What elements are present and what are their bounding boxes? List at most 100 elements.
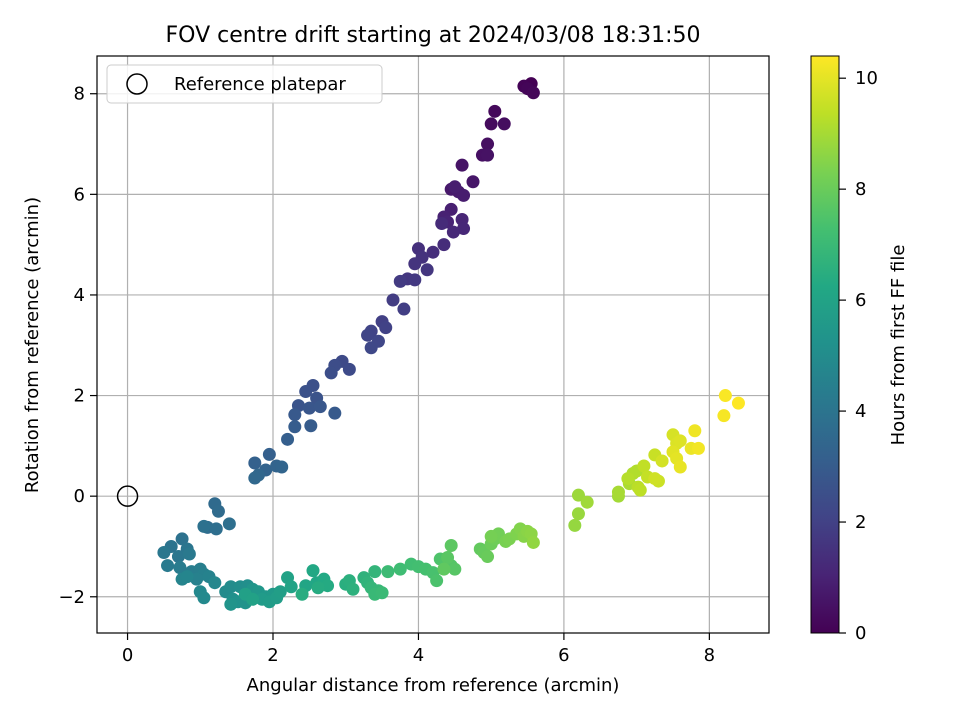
legend: Reference platepar xyxy=(106,64,383,104)
data-point xyxy=(568,518,582,532)
data-point xyxy=(386,293,400,307)
data-point xyxy=(171,550,185,564)
data-point xyxy=(448,562,462,576)
data-point xyxy=(673,460,687,474)
data-point xyxy=(288,420,302,434)
data-point xyxy=(324,366,338,380)
data-point xyxy=(311,581,325,595)
legend-open-circle-icon xyxy=(126,73,148,95)
data-point xyxy=(637,459,651,473)
data-point xyxy=(161,559,175,573)
data-point xyxy=(313,400,327,414)
data-point xyxy=(437,238,451,252)
data-point xyxy=(342,362,356,376)
x-tick-label: 8 xyxy=(704,645,715,666)
data-point xyxy=(648,472,662,486)
y-tick-label: 0 xyxy=(74,486,85,507)
colorbar-gradient xyxy=(810,55,840,634)
y-axis-ticks: −2 0 2 4 6 8 xyxy=(58,84,97,608)
data-point xyxy=(175,532,189,546)
data-point xyxy=(288,408,302,422)
x-tick-label: 2 xyxy=(267,645,278,666)
data-point xyxy=(484,529,498,543)
data-point xyxy=(180,570,194,584)
data-point xyxy=(248,456,262,470)
data-point xyxy=(246,592,260,606)
data-point xyxy=(273,585,287,599)
data-point xyxy=(446,225,460,239)
data-point xyxy=(408,273,422,287)
data-point xyxy=(435,217,449,231)
data-point xyxy=(284,580,298,594)
data-point xyxy=(157,546,171,560)
data-point xyxy=(688,424,702,438)
data-point xyxy=(488,104,502,118)
data-point xyxy=(448,180,462,194)
reference-platepar-marker xyxy=(116,485,139,507)
data-point xyxy=(481,148,495,162)
data-point xyxy=(718,389,732,403)
data-point xyxy=(361,328,375,342)
data-point xyxy=(222,517,236,531)
data-point xyxy=(571,488,585,502)
data-points xyxy=(116,77,745,611)
data-point xyxy=(197,519,211,533)
data-point xyxy=(420,263,434,277)
data-point xyxy=(275,460,289,474)
x-tick-label: 6 xyxy=(558,645,569,666)
data-point xyxy=(302,401,316,415)
colorbar-label: Hours from first FF file xyxy=(888,245,909,446)
data-point xyxy=(481,137,495,151)
data-point xyxy=(368,565,382,579)
y-tick-label: −2 xyxy=(58,587,85,608)
y-tick-label: 6 xyxy=(74,184,85,205)
colorbar-tick-label: 2 xyxy=(855,512,866,533)
data-point xyxy=(295,587,309,601)
y-tick-label: 8 xyxy=(74,84,85,105)
data-point xyxy=(455,158,469,172)
plot-frame xyxy=(96,55,770,634)
data-point xyxy=(655,454,669,468)
data-point xyxy=(393,274,407,288)
data-point xyxy=(437,562,451,576)
data-point xyxy=(211,504,225,518)
data-point xyxy=(304,419,318,433)
data-point xyxy=(731,396,745,410)
data-point xyxy=(430,574,444,588)
data-point xyxy=(397,302,411,316)
legend-box xyxy=(106,64,383,104)
data-point xyxy=(466,175,480,189)
data-point xyxy=(717,409,731,423)
data-point xyxy=(580,495,594,509)
y-tick-label: 2 xyxy=(74,386,85,407)
colorbar-ticks: 0 2 4 6 8 10 xyxy=(839,68,878,644)
colorbar-tick-label: 10 xyxy=(855,68,878,89)
data-point xyxy=(281,432,295,446)
data-point xyxy=(393,562,407,576)
data-point xyxy=(346,582,360,596)
data-point xyxy=(426,245,440,259)
data-point xyxy=(611,485,625,499)
x-axis-label: Angular distance from reference (arcmin) xyxy=(247,675,620,696)
data-point xyxy=(441,551,455,565)
x-axis-ticks: 0 2 4 6 8 xyxy=(122,633,715,666)
data-point xyxy=(182,547,196,561)
y-axis-label: Rotation from reference (arcmin) xyxy=(22,197,43,493)
data-point xyxy=(209,522,223,536)
data-point xyxy=(497,117,511,131)
data-point xyxy=(224,580,238,594)
colorbar-tick-label: 6 xyxy=(855,290,866,311)
data-point xyxy=(484,117,498,131)
colorbar-tick-label: 0 xyxy=(855,623,866,644)
data-point xyxy=(208,576,222,590)
data-point xyxy=(173,561,187,575)
data-point xyxy=(379,321,393,335)
legend-label: Reference platepar xyxy=(174,74,346,95)
data-point xyxy=(457,188,471,202)
data-point xyxy=(481,550,495,564)
data-point xyxy=(691,441,705,455)
data-point xyxy=(299,385,313,399)
data-point xyxy=(328,406,342,420)
grid-lines xyxy=(97,56,769,633)
